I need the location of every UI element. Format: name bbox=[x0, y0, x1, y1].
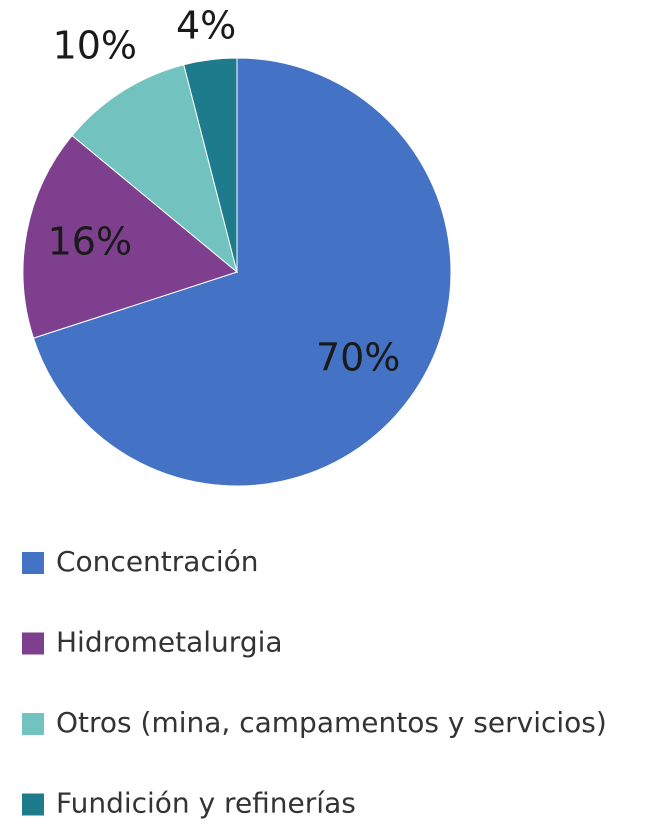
legend-label: Fundición y refinerías bbox=[56, 787, 356, 820]
data-label: 16% bbox=[48, 219, 132, 263]
data-label: 4% bbox=[176, 3, 236, 47]
data-label: 10% bbox=[53, 23, 137, 67]
pie-slice bbox=[183, 57, 238, 273]
legend-label: Otros (mina, campamentos y servicios) bbox=[56, 706, 607, 739]
legend-swatch bbox=[22, 793, 44, 816]
pie-slice bbox=[22, 134, 239, 339]
legend-label: Hidrometalurgia bbox=[56, 626, 283, 659]
legend-swatch bbox=[22, 632, 44, 655]
pie-slice bbox=[71, 64, 238, 274]
data-label: 70% bbox=[316, 336, 400, 380]
pie-slice bbox=[32, 57, 452, 487]
legend-swatch bbox=[22, 713, 44, 735]
legend-label: Concentración bbox=[56, 545, 259, 578]
legend-swatch bbox=[22, 552, 44, 574]
